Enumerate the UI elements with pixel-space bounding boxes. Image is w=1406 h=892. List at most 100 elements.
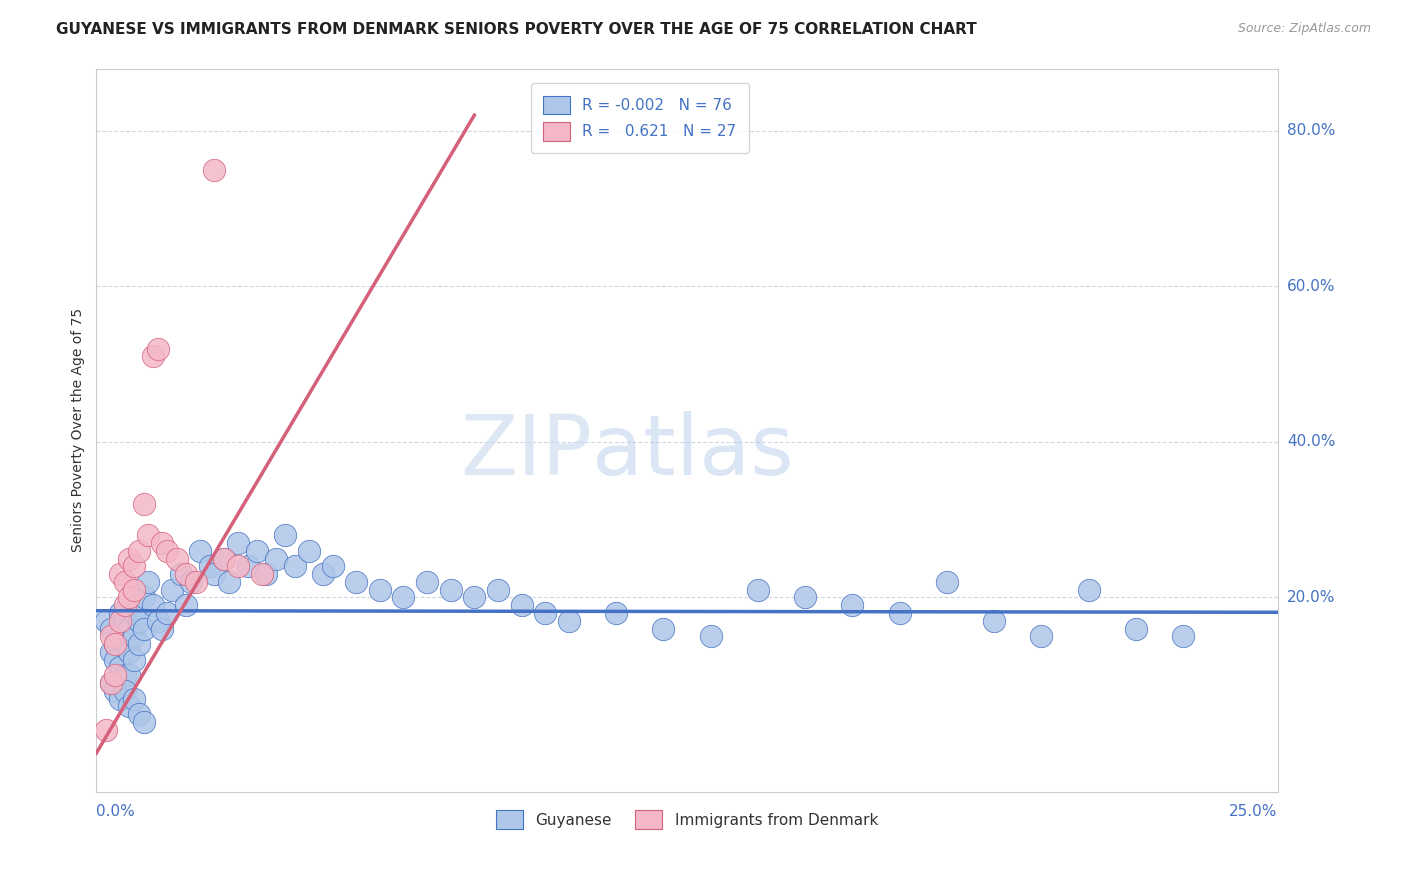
Point bbox=[104, 668, 127, 682]
Point bbox=[122, 606, 145, 620]
Point bbox=[264, 551, 287, 566]
Text: 0.0%: 0.0% bbox=[97, 804, 135, 819]
Point bbox=[114, 574, 136, 589]
Point bbox=[212, 551, 235, 566]
Point bbox=[132, 591, 155, 605]
Point bbox=[204, 162, 226, 177]
Point bbox=[128, 544, 150, 558]
Point bbox=[794, 591, 817, 605]
Point bbox=[1125, 622, 1147, 636]
Point bbox=[1031, 629, 1053, 643]
Point bbox=[284, 559, 307, 574]
Point bbox=[983, 614, 1005, 628]
Point bbox=[652, 622, 675, 636]
Point bbox=[128, 614, 150, 628]
Point bbox=[1171, 629, 1194, 643]
Point bbox=[246, 544, 269, 558]
Point bbox=[104, 637, 127, 651]
Point bbox=[218, 574, 240, 589]
Point bbox=[212, 551, 235, 566]
Point bbox=[122, 629, 145, 643]
Point bbox=[132, 714, 155, 729]
Point bbox=[122, 582, 145, 597]
Point bbox=[118, 699, 141, 714]
Point bbox=[152, 536, 174, 550]
Text: GUYANESE VS IMMIGRANTS FROM DENMARK SENIORS POVERTY OVER THE AGE OF 75 CORRELATI: GUYANESE VS IMMIGRANTS FROM DENMARK SENI… bbox=[56, 22, 977, 37]
Point bbox=[184, 574, 207, 589]
Point bbox=[558, 614, 581, 628]
Point bbox=[152, 622, 174, 636]
Point bbox=[122, 653, 145, 667]
Point bbox=[392, 591, 415, 605]
Point bbox=[188, 544, 211, 558]
Point bbox=[156, 606, 179, 620]
Point bbox=[100, 622, 122, 636]
Point bbox=[198, 559, 221, 574]
Point bbox=[534, 606, 557, 620]
Text: 40.0%: 40.0% bbox=[1286, 434, 1336, 450]
Point bbox=[128, 637, 150, 651]
Point bbox=[510, 599, 533, 613]
Point bbox=[114, 614, 136, 628]
Point bbox=[256, 567, 278, 582]
Point bbox=[142, 349, 165, 363]
Point bbox=[250, 567, 273, 582]
Point bbox=[174, 567, 197, 582]
Point bbox=[118, 551, 141, 566]
Point bbox=[136, 528, 159, 542]
Point bbox=[114, 637, 136, 651]
Point bbox=[100, 676, 122, 690]
Point bbox=[416, 574, 439, 589]
Point bbox=[841, 599, 863, 613]
Point bbox=[344, 574, 367, 589]
Point bbox=[132, 622, 155, 636]
Y-axis label: Seniors Poverty Over the Age of 75: Seniors Poverty Over the Age of 75 bbox=[72, 308, 86, 552]
Point bbox=[118, 622, 141, 636]
Point bbox=[226, 559, 249, 574]
Point bbox=[935, 574, 957, 589]
Point bbox=[128, 707, 150, 722]
Point bbox=[100, 645, 122, 659]
Legend: Guyanese, Immigrants from Denmark: Guyanese, Immigrants from Denmark bbox=[489, 804, 884, 835]
Text: 60.0%: 60.0% bbox=[1286, 279, 1336, 293]
Text: 20.0%: 20.0% bbox=[1286, 590, 1336, 605]
Point bbox=[146, 614, 169, 628]
Point bbox=[889, 606, 911, 620]
Point bbox=[1077, 582, 1099, 597]
Point bbox=[122, 559, 145, 574]
Point bbox=[160, 582, 183, 597]
Point bbox=[114, 668, 136, 682]
Point bbox=[100, 676, 122, 690]
Point bbox=[166, 551, 188, 566]
Point bbox=[104, 637, 127, 651]
Point bbox=[699, 629, 721, 643]
Point bbox=[118, 668, 141, 682]
Point bbox=[463, 591, 485, 605]
Point bbox=[122, 691, 145, 706]
Point bbox=[108, 660, 131, 674]
Point bbox=[156, 544, 179, 558]
Point bbox=[108, 691, 131, 706]
Point bbox=[312, 567, 335, 582]
Point bbox=[170, 567, 193, 582]
Point bbox=[605, 606, 627, 620]
Point bbox=[94, 723, 117, 737]
Point bbox=[440, 582, 463, 597]
Point bbox=[747, 582, 769, 597]
Point bbox=[368, 582, 391, 597]
Point bbox=[174, 599, 197, 613]
Point bbox=[114, 599, 136, 613]
Point bbox=[108, 629, 131, 643]
Point bbox=[118, 645, 141, 659]
Point bbox=[118, 591, 141, 605]
Text: Source: ZipAtlas.com: Source: ZipAtlas.com bbox=[1237, 22, 1371, 36]
Point bbox=[108, 606, 131, 620]
Point bbox=[298, 544, 321, 558]
Point bbox=[114, 683, 136, 698]
Point bbox=[108, 567, 131, 582]
Point bbox=[136, 574, 159, 589]
Point bbox=[322, 559, 344, 574]
Point bbox=[486, 582, 509, 597]
Point bbox=[146, 342, 169, 356]
Point bbox=[180, 574, 202, 589]
